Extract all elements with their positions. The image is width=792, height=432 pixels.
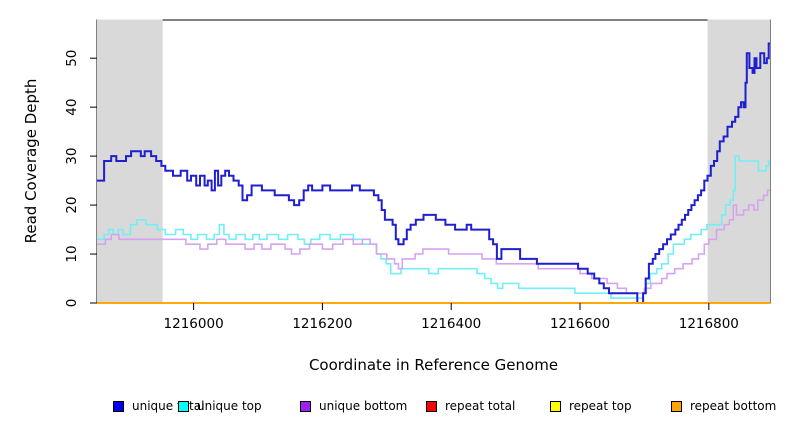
legend-swatch-repeat-top <box>550 400 561 412</box>
legend-swatch-repeat-total <box>426 400 437 412</box>
x-tick-label: 1216000 <box>164 316 224 332</box>
y-tick-label: 10 <box>64 245 80 262</box>
x-axis-title: Coordinate in Reference Genome <box>308 356 559 374</box>
legend-label: unique bottom <box>319 399 408 413</box>
legend-item-unique-bottom: unique bottom <box>300 398 407 414</box>
series-line-unique-total <box>97 42 770 304</box>
y-tick-label: 40 <box>64 99 80 116</box>
legend-label: repeat total <box>445 399 516 413</box>
legend-item-repeat-bottom: repeat bottom <box>671 398 776 414</box>
legend-label: repeat top <box>569 399 632 413</box>
y-axis-title: Read Coverage Depth <box>22 78 40 244</box>
x-tick-label: 1216600 <box>550 316 610 332</box>
y-tick-label: 20 <box>64 196 80 213</box>
legend-swatch-unique-bottom <box>300 400 311 412</box>
y-tick-label: 50 <box>64 50 80 67</box>
plot-border <box>96 19 771 304</box>
legend-item-unique-top: unique top <box>178 398 262 414</box>
y-tick-label: 30 <box>64 148 80 165</box>
x-tick-label: 1216400 <box>421 316 481 332</box>
legend-label: unique top <box>197 399 262 413</box>
legend-label: repeat bottom <box>690 399 777 413</box>
y-tick-label: 0 <box>64 299 80 308</box>
legend-item-repeat-total: repeat total <box>426 398 515 414</box>
legend-swatch-unique-total <box>113 400 124 412</box>
legend-swatch-repeat-bottom <box>671 400 682 412</box>
x-tick-label: 1216800 <box>679 316 739 332</box>
legend-item-repeat-top: repeat top <box>550 398 632 414</box>
series-line-unique-bottom <box>97 189 770 294</box>
series-line-unique-top <box>97 155 770 299</box>
legend-swatch-unique-top <box>178 400 189 412</box>
x-tick-label: 1216200 <box>292 316 352 332</box>
